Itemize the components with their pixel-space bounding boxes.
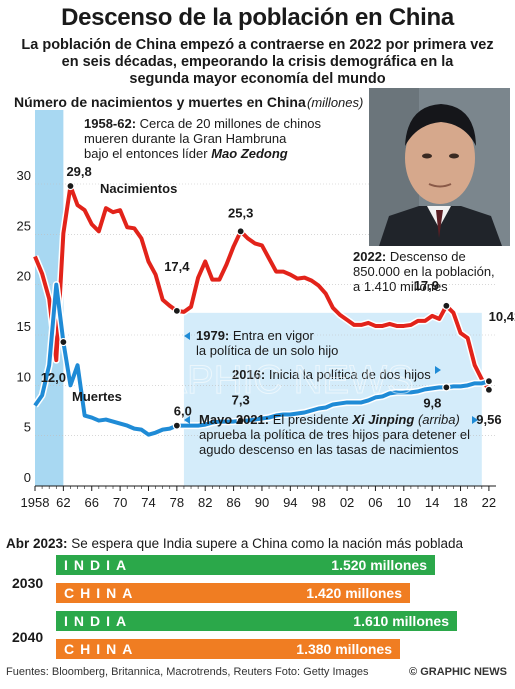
x-tick-label: 98	[311, 495, 325, 510]
one-child-arrow-icon	[184, 332, 190, 340]
data-point-label: 25,3	[228, 205, 253, 220]
bar-value-label: 1.610 millones	[353, 613, 449, 629]
three-child-annotation-line3: agudo descenso en las tasas de nacimient…	[199, 442, 459, 457]
bar-value-label: 1.380 millones	[296, 641, 392, 657]
data-point-label: 12,0	[41, 370, 66, 385]
forecast-heading: Abr 2023: Se espera que India supere a C…	[6, 536, 463, 551]
two-child-annotation: 2016: Inicia la política de dos hijos	[232, 367, 431, 382]
forecast-heading-date: Abr 2023:	[6, 536, 68, 551]
watermark-text: GRAPHIC NEWS	[100, 358, 413, 402]
x-tick-label: 70	[113, 495, 127, 510]
y-tick-label: 5	[24, 420, 31, 435]
data-point-marker	[442, 301, 451, 310]
y-tick-label: 15	[17, 319, 31, 334]
one-child-annotation-line2: la política de un solo hijo	[196, 343, 338, 358]
data-point-marker	[442, 383, 451, 392]
data-point-label: 17,4	[164, 259, 190, 274]
data-point-label: 9,56	[476, 412, 501, 427]
forecast-bar-china-2030: CHINA 1.420 millones	[56, 583, 410, 603]
x-tick-label: 1958	[21, 495, 50, 510]
subtitle-line: La población de China empezó a contraers…	[21, 37, 494, 53]
famine-annotation-line3: bajo el entonces líder Mao Zedong	[84, 146, 288, 161]
y-tick-label: 10	[17, 369, 31, 384]
series-line-muertes	[33, 282, 490, 437]
x-tick-label: 02	[340, 495, 354, 510]
footer-brand: © GRAPHIC NEWS	[409, 666, 507, 678]
data-point-marker	[172, 421, 181, 430]
data-point-label: 6,0	[174, 404, 192, 419]
three-child-annotation-line2: aprueba la política de tres hijos para d…	[199, 427, 470, 442]
chart-unit: (millones)	[307, 95, 363, 110]
famine-annotation-line2: mueren durante la Gran Hambruna	[84, 131, 287, 146]
bar-country-label: INDIA	[64, 557, 133, 573]
bar-country-label: INDIA	[64, 613, 133, 629]
x-tick-label: 06	[368, 495, 382, 510]
decline-annotation-line1: 2022: Descenso de	[353, 249, 466, 264]
bar-value-label: 1.520 millones	[331, 557, 427, 573]
data-point-marker	[484, 385, 494, 394]
x-tick-label: 66	[85, 495, 99, 510]
forecast-heading-text: Se espera que India supere a China como …	[67, 536, 464, 551]
x-tick-label: 94	[283, 495, 297, 510]
data-point-marker	[59, 337, 68, 347]
page-subtitle: La población de China empezó a contraers…	[6, 37, 509, 88]
forecast-year-2030: 2030	[12, 575, 44, 591]
subtitle-line: segunda mayor economía del mundo	[129, 71, 386, 87]
forecast-bar-china-2040: CHINA 1.380 millones	[56, 639, 400, 659]
decline-annotation-line3: a 1.410 millones	[353, 279, 448, 294]
x-tick-label: 78	[170, 495, 184, 510]
policy-shade	[183, 312, 482, 486]
data-point-marker	[484, 377, 494, 386]
data-point-label: 9,8	[423, 395, 441, 410]
data-point-label: 10,41	[489, 309, 515, 324]
x-tick-label: 74	[141, 495, 155, 510]
x-tick-label: 90	[255, 495, 269, 510]
deaths-series-label: Muertes	[72, 389, 122, 404]
x-tick-label: 86	[226, 495, 240, 510]
y-tick-label: 20	[17, 269, 31, 284]
footer-sources: Fuentes: Bloomberg, Britannica, Macrotre…	[6, 666, 369, 678]
x-tick-label: 22	[482, 495, 496, 510]
subtitle-line: en seis décadas, empeorando la crisis de…	[61, 54, 454, 70]
y-tick-label: 25	[17, 218, 31, 233]
population-chart: Número de nacimientos y muertes en China…	[14, 94, 515, 510]
three-child-left-arrow-icon	[184, 416, 190, 424]
y-tick-label: 0	[24, 470, 31, 485]
forecast-bar-india-2030: INDIA 1.520 millones	[56, 555, 435, 575]
two-child-arrow-icon	[435, 366, 441, 374]
chart-title: Número de nacimientos y muertes en China	[14, 94, 306, 110]
y-tick-label: 30	[17, 168, 31, 183]
forecast-year-2040: 2040	[12, 629, 44, 645]
data-point-marker	[236, 416, 245, 425]
famine-annotation-line1: 1958-62: Cerca de 20 millones de chinos	[84, 116, 322, 131]
forecast-bars: 2030 INDIA 1.520 millones CHINA 1.420 mi…	[0, 552, 515, 662]
x-tick-label: 14	[425, 495, 439, 510]
data-point-label: 7,3	[232, 393, 250, 408]
data-point-label: 17,9	[414, 278, 439, 293]
forecast-bar-india-2040: INDIA 1.610 millones	[56, 611, 457, 631]
bar-country-label: CHINA	[64, 585, 139, 601]
data-point-label: 29,8	[66, 164, 91, 179]
x-tick-label: 62	[56, 495, 70, 510]
births-series-label: Nacimientos	[100, 181, 177, 196]
data-point-marker	[172, 306, 181, 315]
bar-country-label: CHINA	[64, 641, 139, 657]
x-tick-label: 10	[397, 495, 411, 510]
portrait-image	[369, 88, 510, 246]
photo-xi-jinping	[369, 88, 510, 246]
series-line-nacimientos	[33, 184, 491, 391]
three-child-right-arrow-icon	[472, 416, 478, 424]
one-child-annotation-line1: 1979: Entra en vigor	[196, 328, 314, 343]
data-point-marker	[236, 227, 245, 236]
data-point-marker	[66, 181, 75, 191]
bar-value-label: 1.420 millones	[306, 585, 402, 601]
page-title: Descenso de la población en China	[61, 4, 454, 31]
x-tick-label: 18	[453, 495, 467, 510]
decline-annotation-line2: 850.000 en la población,	[353, 264, 495, 279]
three-child-annotation-line1: Mayo 2021: El presidente Xi Jinping (arr…	[199, 412, 460, 427]
x-tick-label: 82	[198, 495, 212, 510]
